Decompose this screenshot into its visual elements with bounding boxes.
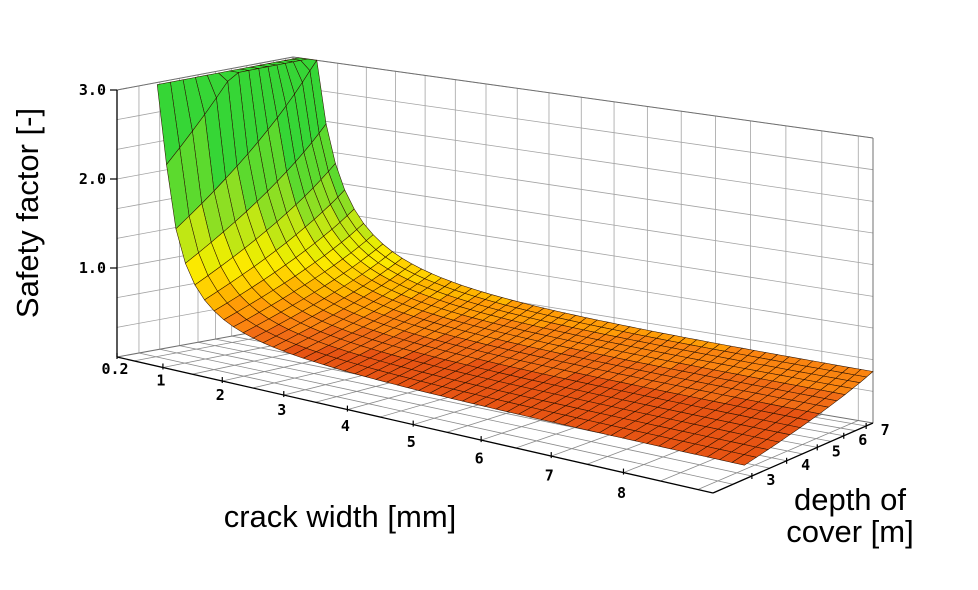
depth-tick-label: 3 xyxy=(766,471,775,489)
x-tick-label: 0.2 xyxy=(101,360,128,378)
floor-gridline xyxy=(697,420,859,490)
x-tick-label: 6 xyxy=(475,450,484,468)
depth-tick-label: 4 xyxy=(801,456,810,474)
surface-cell xyxy=(731,454,758,466)
x-axis-title: crack width [mm] xyxy=(224,499,457,534)
depth-tick-label: 5 xyxy=(832,442,841,460)
x-tick-label: 1 xyxy=(156,371,165,389)
back-wall-gridline xyxy=(292,145,874,234)
y-axis-title-line2: cover [m] xyxy=(786,514,913,549)
back-wall-gridline xyxy=(292,116,874,202)
y-axis-title-line1: depth of xyxy=(794,482,906,517)
x-tick-label: 3 xyxy=(277,401,286,419)
x-tick-label: 4 xyxy=(341,417,350,435)
back-wall-gridline xyxy=(292,205,874,297)
z-tick-label: 1.0 xyxy=(79,259,106,277)
back-wall-gridline xyxy=(292,175,874,266)
z-axis-title: Safety factor [-] xyxy=(10,108,45,318)
surface-mesh xyxy=(156,57,874,466)
z-tick-label: 2.0 xyxy=(79,170,106,188)
y-axis-line xyxy=(712,422,874,494)
x-axis-line xyxy=(116,356,714,494)
depth-tick-label: 7 xyxy=(881,421,890,439)
back-wall-gridline xyxy=(292,86,874,171)
x-tick-label: 5 xyxy=(407,433,416,451)
box-edge xyxy=(116,56,294,91)
depth-tick-label: 6 xyxy=(858,431,867,449)
floor-gridline xyxy=(138,352,734,485)
x-tick-label: 7 xyxy=(545,467,554,485)
box-edge xyxy=(292,56,874,139)
z-tick-label: 3.0 xyxy=(79,81,106,99)
floor-gridline xyxy=(159,348,752,477)
x-tick-label: 8 xyxy=(617,484,626,502)
x-tick-label: 2 xyxy=(216,386,225,404)
